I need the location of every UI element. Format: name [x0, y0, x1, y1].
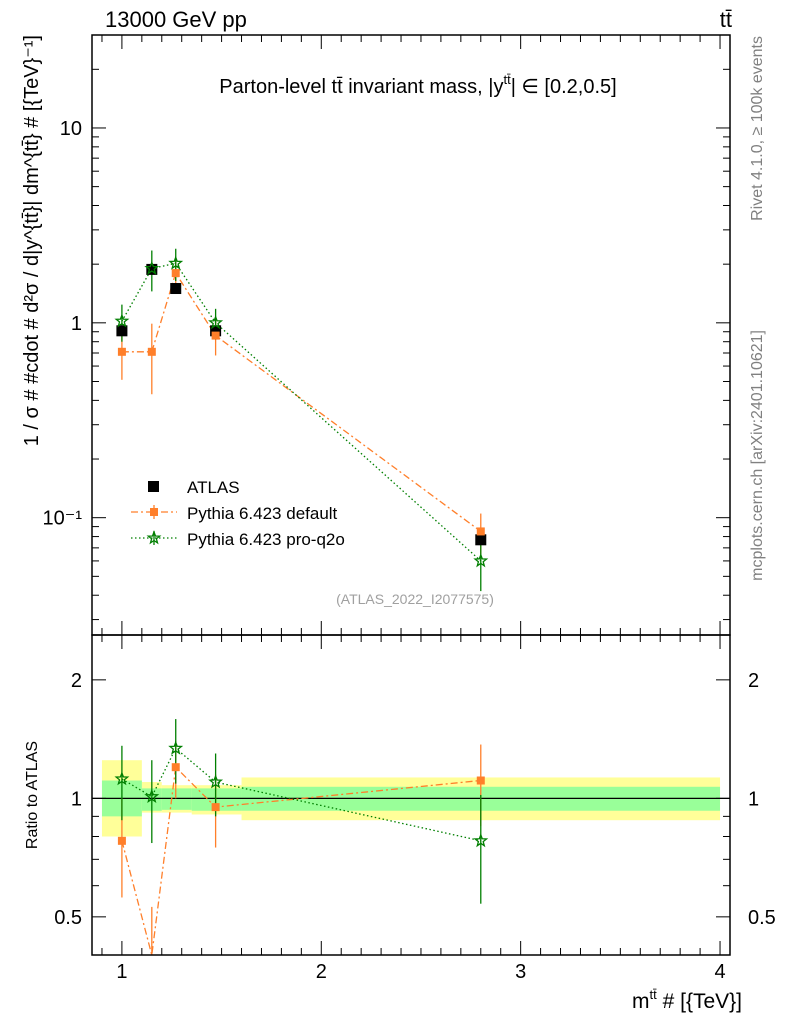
legend-proq2o-star-icon [146, 530, 162, 545]
legend-proq2o-marker [146, 530, 162, 545]
ratio-y-tick-label: 2 [71, 670, 82, 692]
ratio-default-line [121, 765, 481, 956]
proq2o-point [114, 313, 130, 328]
ratio-x-tick-label: 2 [316, 961, 327, 983]
ratio-y-tick-label: 1 [71, 788, 82, 810]
proq2o-point [208, 314, 224, 330]
ratio-proq2o-point [168, 740, 184, 755]
legend-default-label: Pythia 6.423 default [187, 504, 338, 523]
proq2o-point [144, 260, 160, 275]
ratio-band-inner [161, 788, 192, 810]
main-title-sup: tt̄ [503, 72, 511, 87]
ratio-proq2o-point [208, 774, 224, 789]
mcplots-label: mcplots.cern.ch [arXiv:2401.10621] [749, 330, 766, 581]
legend-atlas-label: ATLAS [187, 478, 240, 497]
atlas-point [210, 325, 222, 337]
x-axis-label-main: m [632, 990, 650, 1013]
legend-proq2o-label: Pythia 6.423 pro-q2o [187, 530, 345, 549]
atlas-point [146, 263, 158, 275]
rivet-label: Rivet 4.1.0, ≥ 100k events [749, 36, 766, 221]
ratio-frame [91, 634, 731, 956]
ratio-panel: Ratio to ATLAS mtt̄ # [{TeV}] 0.5 0.5 1 1 2 2… [24, 634, 776, 1013]
default-point [117, 347, 126, 356]
ratio-default-point [117, 836, 126, 845]
ratio-default-point [171, 763, 180, 772]
main-ylabel: 1 / σ # #cdot # d²σ / d|y^{tt̄}| dm^{tt̄… [21, 35, 43, 446]
main-title-tail: | ∈ [0.2,0.5] [511, 76, 617, 98]
ratio-default-point [476, 776, 485, 785]
legend-default-marker [150, 508, 158, 516]
default-point [147, 347, 156, 356]
ratio-x-tick-label: 1 [116, 961, 127, 983]
proq2o-point [473, 553, 489, 568]
ratio-y-tick-label-right: 2 [748, 670, 759, 692]
atlas-point [475, 534, 487, 546]
ratio-x-tick-label: 3 [515, 961, 526, 983]
atlas-point [170, 283, 182, 295]
ratio-ylabel: Ratio to ATLAS [24, 741, 41, 849]
default-point [171, 269, 180, 278]
watermark: (ATLAS_2022_I2077575) [336, 591, 494, 607]
ratio-y-tick-label-right: 1 [748, 788, 759, 810]
x-axis-label-tail: # [{TeV}] [657, 990, 742, 1013]
legend: ATLAS Pythia 6.423 default Pythia 6.423 … [131, 478, 345, 549]
ratio-proq2o-point [473, 832, 489, 848]
main-title: Parton-level tt̄ invariant mass, |ytt̄| … [219, 72, 616, 98]
ratio-default-point [211, 803, 220, 812]
main-y-tick-label: 10⁻¹ [43, 508, 83, 530]
atlas-point [116, 325, 128, 337]
main-panel: Parton-level tt̄ invariant mass, |ytt̄| … [21, 34, 731, 636]
ratio-proq2o-point [114, 771, 130, 786]
main-title-main: Parton-level tt̄ invariant mass, |y [219, 76, 503, 98]
legend-atlas-marker [148, 481, 159, 492]
main-y-tick-label: 1 [71, 313, 82, 335]
proq2o-point [168, 255, 184, 270]
ratio-y-tick-label: 0.5 [54, 907, 82, 929]
default-series-line [121, 271, 482, 532]
ratio-proq2o-point [144, 788, 160, 803]
ratio-x-tick-label: 4 [714, 961, 725, 983]
x-axis-label-sup: tt̄ [650, 987, 658, 1002]
default-point [476, 527, 485, 536]
x-axis-label: mtt̄ # [{TeV}] [632, 987, 742, 1013]
default-point [211, 331, 220, 340]
main-y-tick-label: 10 [60, 118, 82, 140]
energy-label: 13000 GeV pp [105, 7, 247, 32]
ratio-y-tick-label-right: 0.5 [748, 907, 776, 929]
process-label: tt̄ [720, 7, 732, 32]
